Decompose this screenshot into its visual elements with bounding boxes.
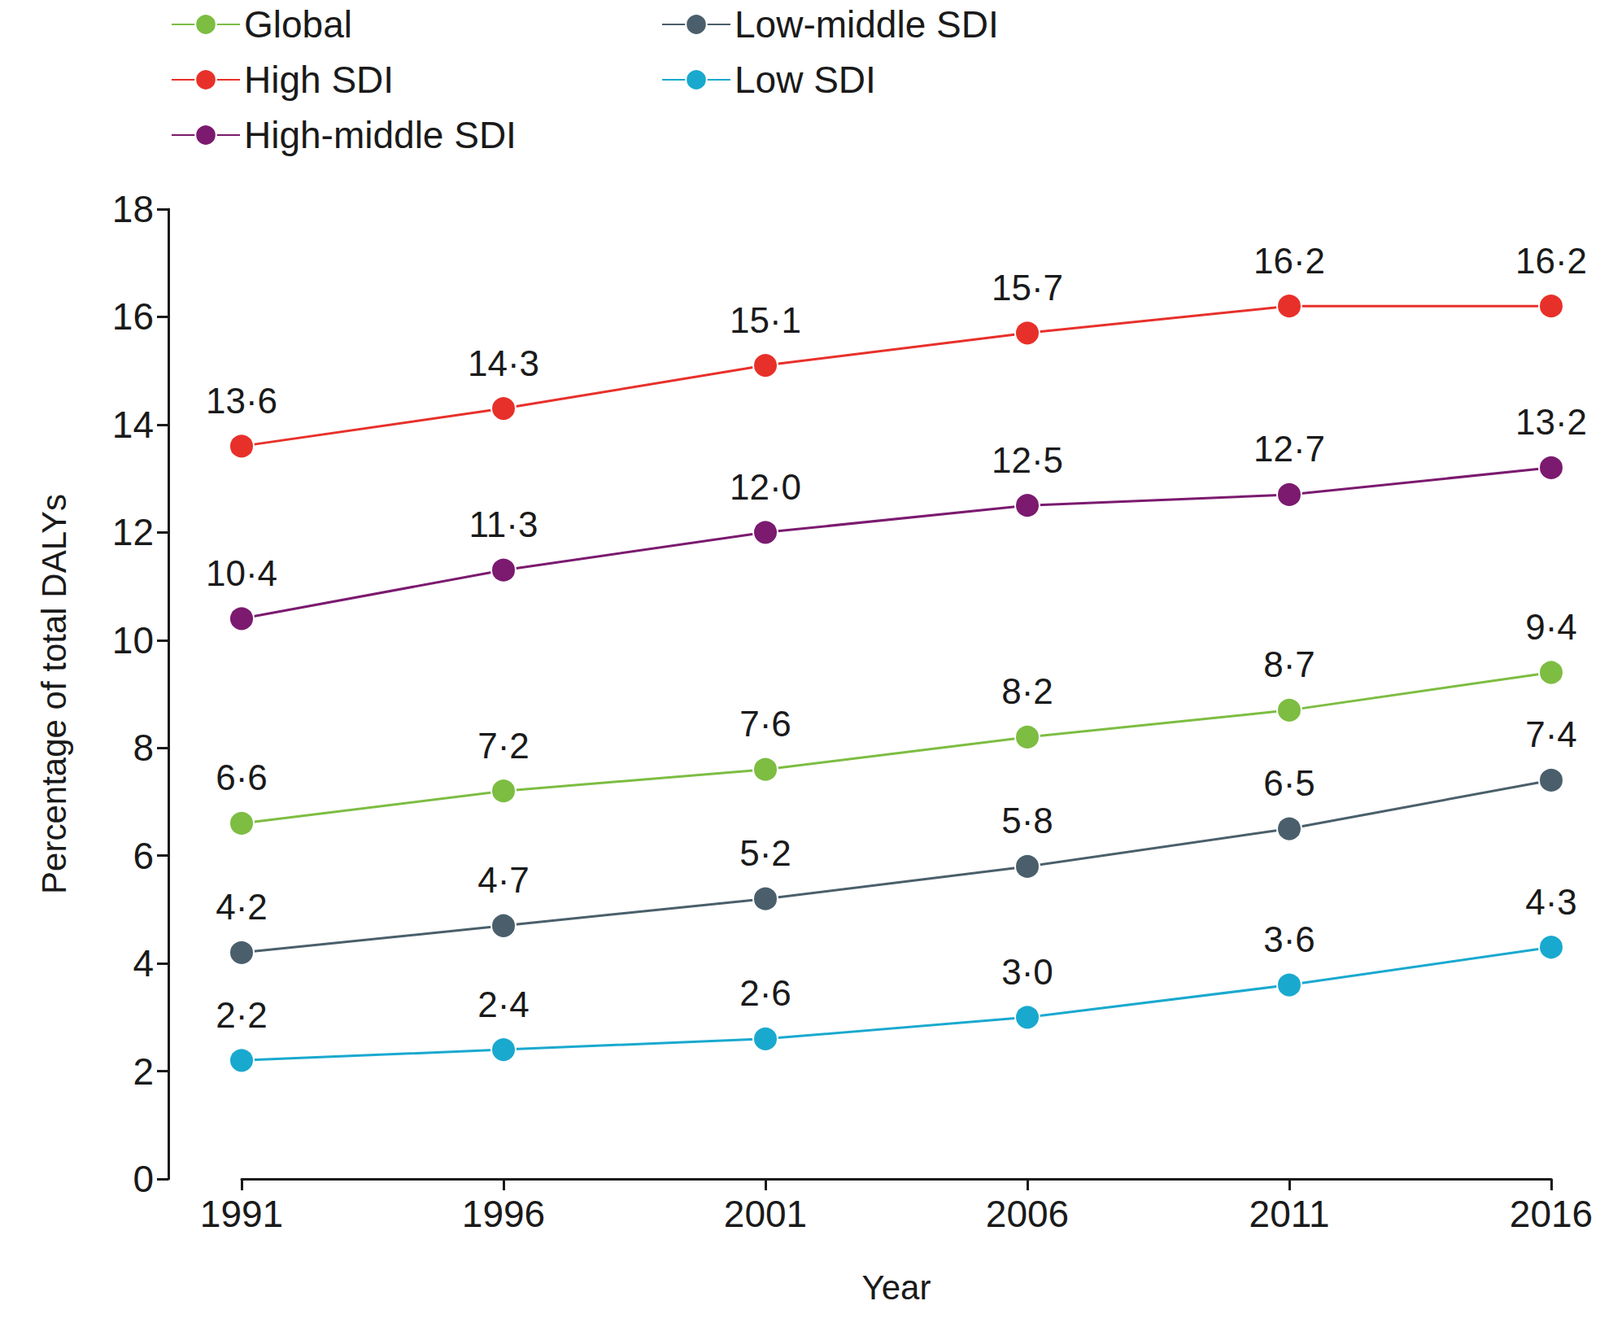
svg-text:0: 0: [132, 1157, 154, 1200]
svg-text:3·0: 3·0: [1001, 951, 1054, 992]
svg-text:13·6: 13·6: [205, 380, 278, 421]
svg-text:2: 2: [132, 1050, 154, 1093]
svg-text:High-middle SDI: High-middle SDI: [244, 113, 517, 157]
svg-text:4·3: 4·3: [1525, 881, 1578, 922]
svg-text:4: 4: [132, 941, 154, 985]
svg-text:12·5: 12·5: [991, 440, 1064, 480]
svg-text:7·4: 7·4: [1525, 714, 1578, 755]
svg-text:2·2: 2·2: [215, 994, 268, 1035]
svg-text:6: 6: [132, 834, 154, 877]
svg-text:16·2: 16·2: [1515, 240, 1587, 281]
svg-text:Low-middle SDI: Low-middle SDI: [734, 3, 999, 46]
svg-text:14·3: 14·3: [467, 343, 540, 384]
svg-text:12: 12: [112, 510, 154, 554]
svg-text:8·7: 8·7: [1263, 644, 1316, 685]
svg-text:Percentage of total DALYs: Percentage of total DALYs: [34, 493, 74, 894]
svg-text:14: 14: [112, 403, 154, 446]
svg-text:1991: 1991: [200, 1192, 284, 1235]
svg-text:12·7: 12·7: [1253, 428, 1326, 469]
svg-text:1996: 1996: [462, 1192, 545, 1235]
svg-text:13·2: 13·2: [1515, 401, 1587, 442]
svg-text:Low SDI: Low SDI: [734, 58, 877, 101]
svg-text:8·2: 8·2: [1001, 671, 1054, 711]
svg-text:12·0: 12·0: [729, 466, 802, 507]
svg-text:Global: Global: [244, 3, 353, 46]
svg-text:7·6: 7·6: [739, 703, 792, 744]
svg-text:15·1: 15·1: [729, 300, 802, 341]
svg-text:8: 8: [132, 726, 154, 769]
svg-text:4·7: 4·7: [477, 859, 530, 900]
svg-text:2006: 2006: [985, 1192, 1069, 1235]
svg-text:15·7: 15·7: [991, 267, 1064, 308]
svg-text:10: 10: [112, 619, 154, 662]
svg-text:2016: 2016: [1509, 1192, 1593, 1235]
svg-text:6·6: 6·6: [215, 757, 268, 798]
svg-text:9·4: 9·4: [1525, 606, 1578, 647]
svg-text:High SDI: High SDI: [244, 58, 394, 101]
svg-text:6·5: 6·5: [1263, 762, 1316, 803]
svg-text:4·2: 4·2: [215, 886, 268, 927]
svg-text:7·2: 7·2: [477, 725, 530, 766]
svg-text:2011: 2011: [1249, 1192, 1330, 1235]
svg-text:16: 16: [112, 295, 154, 338]
svg-text:10·4: 10·4: [205, 553, 278, 593]
svg-text:Year: Year: [862, 1268, 932, 1307]
svg-text:11·3: 11·3: [469, 504, 539, 545]
svg-text:5·2: 5·2: [739, 832, 792, 873]
svg-text:5·8: 5·8: [1001, 800, 1054, 841]
svg-text:18: 18: [112, 187, 154, 231]
svg-text:3·6: 3·6: [1263, 919, 1316, 960]
svg-text:16·2: 16·2: [1253, 240, 1326, 281]
svg-text:2·6: 2·6: [739, 972, 792, 1013]
svg-text:2·4: 2·4: [477, 984, 530, 1025]
svg-text:2001: 2001: [723, 1192, 807, 1235]
